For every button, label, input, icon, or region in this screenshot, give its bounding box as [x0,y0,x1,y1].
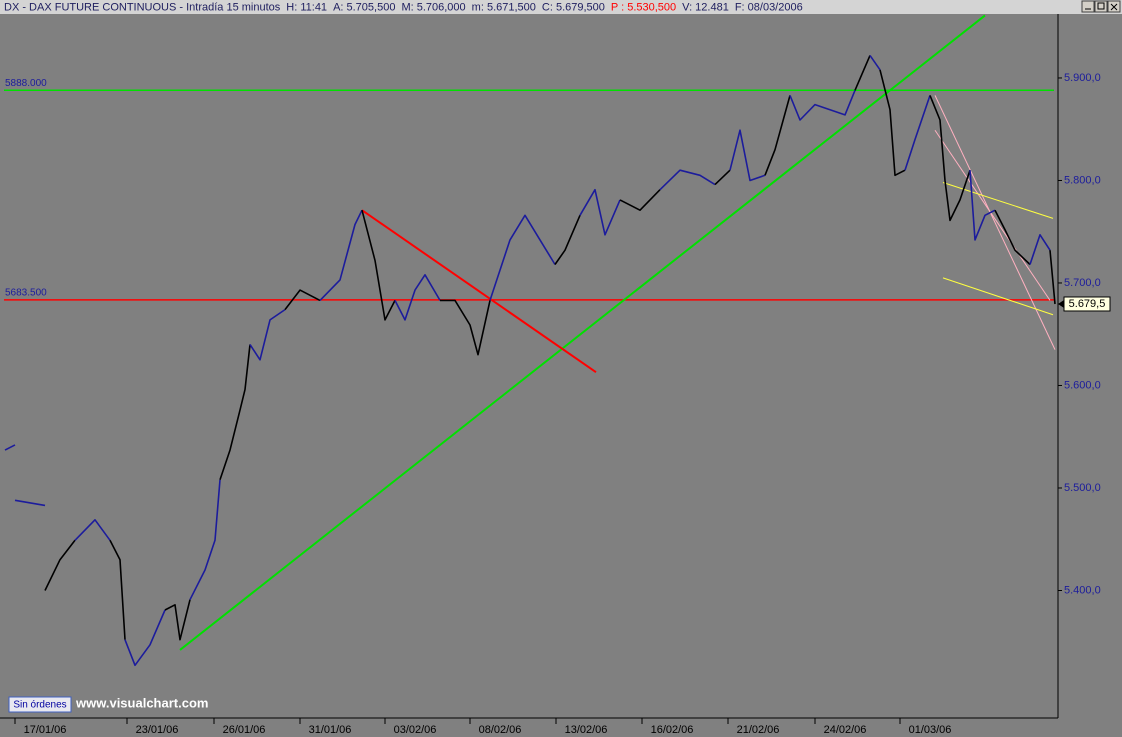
watermark: www.visualchart.com [75,695,208,710]
price-line [249,308,286,361]
x-tick-label: 24/02/06 [824,724,867,736]
trendline [361,209,597,373]
price-line [904,95,931,171]
last-price-box [1063,296,1111,312]
price-line [14,499,46,507]
price-line [729,129,766,182]
x-tick-label: 31/01/06 [309,724,352,736]
maximize-button[interactable] [1094,0,1108,13]
level-label: 5888.000 [5,78,47,89]
price-line [929,95,971,222]
y-tick-label: 5.600,0 [1064,379,1101,391]
price-line [764,95,791,176]
y-tick-label: 5.900,0 [1064,72,1101,84]
price-line [394,274,441,321]
x-tick-label: 21/02/06 [737,724,780,736]
stat: V: 12.481 [682,1,729,13]
last-price-label: 5.679,5 [1069,298,1106,310]
price-line [969,170,996,241]
price-line [284,289,321,311]
stat: M: 5.706,000 [401,1,465,13]
trendline [942,277,1054,316]
price-line [74,519,111,541]
trendline [934,95,1056,350]
status-button[interactable] [8,696,72,713]
x-tick-label: 16/02/06 [651,724,694,736]
x-tick-label: 03/02/06 [394,724,437,736]
price-line [219,344,251,481]
price-line [489,214,556,301]
price-line [44,539,76,591]
price-line [189,479,221,601]
price-line [1049,250,1056,305]
trendline [942,182,1054,219]
price-line [869,54,881,71]
y-tick-label: 5.700,0 [1064,277,1101,289]
title-line: DX - DAX FUTURE CONTINUOUS - Intradía 15… [4,1,803,13]
chart-title: DX - DAX FUTURE CONTINUOUS - Intradía 15… [4,1,281,13]
x-tick-label: 23/01/06 [136,724,179,736]
plot-area: 5888.000 5683.500 [4,14,1056,667]
stat: m: 5.671,500 [472,1,536,13]
price-line [619,189,661,211]
price-line [1029,234,1051,265]
level-label: 5683.500 [5,288,47,299]
trendline [934,129,1051,301]
minimize-button[interactable] [1081,0,1095,13]
maximize-icon [1097,2,1105,10]
price-line [659,169,716,191]
price-line [554,214,581,265]
x-tick-label: 08/02/06 [479,724,522,736]
price-line [319,209,363,301]
price-line [714,169,731,186]
x-tick-label: 01/03/06 [909,724,952,736]
y-tick-label: 5.800,0 [1064,174,1101,186]
stat: C: 5.679,500 [542,1,605,13]
x-tick-label: 17/01/06 [24,724,67,736]
window-buttons [1081,0,1121,13]
title-bar [0,0,1122,14]
price-line [854,55,871,91]
y-tick-label: 5.500,0 [1064,482,1101,494]
price-line [789,89,856,121]
x-tick-label: 26/01/06 [223,724,266,736]
price-line [361,209,396,321]
last-price-pointer [1058,299,1064,308]
stat: H: 11:41 [286,1,327,13]
price-line [164,599,191,641]
price-line [124,609,166,667]
price-line [109,539,126,640]
y-tick-label: 5.400,0 [1064,584,1101,596]
close-icon [1110,3,1118,11]
stat: F: 08/03/2006 [735,1,803,13]
price-line [579,188,621,236]
price-line [440,299,491,356]
stat: A: 5.705,500 [333,1,395,13]
price-line [879,69,906,177]
stat: P : 5.530,500 [611,1,676,13]
status-button-label: Sin órdenes [13,700,66,711]
price-line [4,444,16,451]
price-line [994,209,1031,266]
x-tick-label: 13/02/06 [565,724,608,736]
trendline [179,14,986,651]
